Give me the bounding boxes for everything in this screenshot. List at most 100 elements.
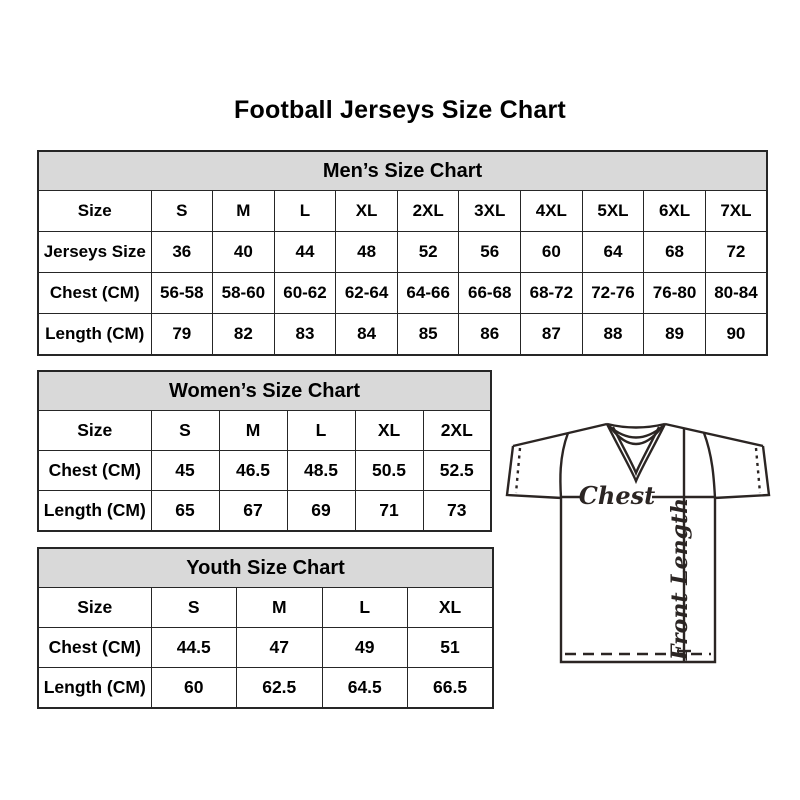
row-label: Size — [37, 410, 152, 451]
cell-value: 72-76 — [581, 272, 645, 314]
cell-value: 83 — [273, 313, 337, 356]
cell-value: 52 — [396, 231, 460, 273]
cell-value: 36 — [150, 231, 214, 273]
cell-value: 4XL — [520, 190, 583, 232]
cell-value: S — [150, 410, 220, 451]
cell-value: 62.5 — [236, 667, 323, 709]
cuff-dashed-line-left — [514, 447, 522, 494]
jersey-outline — [664, 422, 764, 448]
cell-value: 86 — [458, 313, 522, 356]
cell-value: S — [150, 587, 237, 628]
table-title: Women’s Size Chart — [37, 370, 492, 411]
table-row: Size S M L XL 2XL 3XL 4XL 5XL 6XL 7XL — [37, 190, 768, 232]
cell-value: 64.5 — [321, 667, 408, 709]
cell-value: 64 — [581, 231, 645, 273]
cell-value: L — [273, 190, 337, 232]
table-row: Jerseys Size 36 40 44 48 52 56 60 64 68 72 — [37, 231, 768, 273]
cell-value: XL — [335, 190, 398, 232]
cell-value: 90 — [704, 313, 768, 356]
right-armhole-seam — [702, 432, 717, 499]
row-label: Length (CM) — [37, 667, 152, 709]
cell-value: 46.5 — [218, 450, 288, 491]
cell-value: 5XL — [581, 190, 645, 232]
front-length-label: Front Length — [667, 498, 693, 661]
row-label: Length (CM) — [37, 490, 152, 532]
chest-label: Chest — [579, 481, 655, 510]
jersey-measurement-diagram: Chest Front Length — [500, 405, 780, 680]
cell-value: 89 — [643, 313, 706, 356]
cell-value: 66-68 — [458, 272, 522, 314]
cell-value: 48.5 — [286, 450, 356, 491]
page-title: Football Jerseys Size Chart — [234, 96, 566, 124]
row-label: Length (CM) — [37, 313, 152, 356]
cell-value: 67 — [218, 490, 288, 532]
jersey-outline — [505, 445, 563, 500]
table-row: Size S M L XL — [37, 587, 494, 628]
cell-value: 88 — [581, 313, 645, 356]
womens-size-table: Women’s Size Chart Size S M L XL 2XL Chest (CM… — [37, 370, 493, 532]
cell-value: 65 — [150, 490, 220, 532]
cell-value: 87 — [520, 313, 583, 356]
cell-value: 60-62 — [273, 272, 337, 314]
row-label: Size — [37, 190, 152, 232]
cell-value: 62-64 — [335, 272, 398, 314]
table-title: Youth Size Chart — [37, 547, 494, 588]
table-header-row: Men’s Size Chart — [37, 150, 768, 191]
table-row: Length (CM) 60 62.5 64.5 66.5 — [37, 667, 494, 709]
cell-value: 64-66 — [396, 272, 460, 314]
jersey-outline — [512, 422, 608, 448]
row-label: Chest (CM) — [37, 627, 152, 668]
cell-value: M — [236, 587, 323, 628]
cell-value: 44 — [273, 231, 337, 273]
jersey-diagram-icon: Chest Front Length — [505, 422, 771, 664]
cell-value: 82 — [212, 313, 275, 356]
cell-value: 40 — [212, 231, 275, 273]
cell-value: 85 — [396, 313, 460, 356]
cell-value: XL — [407, 587, 494, 628]
cell-value: 73 — [422, 490, 492, 532]
cell-value: 58-60 — [212, 272, 275, 314]
cell-value: 56 — [458, 231, 522, 273]
cuff-dashed-line-right — [754, 447, 762, 494]
jersey-outline — [713, 445, 771, 500]
cell-value: 60 — [150, 667, 237, 709]
table-row: Size S M L XL 2XL — [37, 410, 492, 451]
cell-value: 80-84 — [704, 272, 768, 314]
left-armhole-seam — [559, 432, 570, 499]
cell-value: 45 — [150, 450, 220, 491]
cell-value: 47 — [236, 627, 323, 668]
cell-value: 2XL — [396, 190, 460, 232]
table-row: Chest (CM) 56-58 58-60 60-62 62-64 64-66 66-68… — [37, 272, 768, 314]
cell-value: 71 — [354, 490, 424, 532]
cell-value: 72 — [704, 231, 768, 273]
row-label: Size — [37, 587, 152, 628]
cell-value: M — [218, 410, 288, 451]
table-header-row: Women’s Size Chart — [37, 370, 492, 411]
cell-value: 60 — [520, 231, 583, 273]
cell-value: L — [321, 587, 408, 628]
collar-top-edge — [606, 422, 666, 429]
table-row: Chest (CM) 45 46.5 48.5 50.5 52.5 — [37, 450, 492, 491]
cell-value: XL — [354, 410, 424, 451]
cell-value: 2XL — [422, 410, 492, 451]
cell-value: 50.5 — [354, 450, 424, 491]
cell-value: 3XL — [458, 190, 522, 232]
cell-value: 84 — [335, 313, 398, 356]
cell-value: 69 — [286, 490, 356, 532]
cell-value: M — [212, 190, 275, 232]
cell-value: 48 — [335, 231, 398, 273]
table-row: Length (CM) 65 67 69 71 73 — [37, 490, 492, 532]
youth-size-table: Youth Size Chart Size S M L XL Chest (CM) 44.5… — [37, 547, 495, 709]
cell-value: 76-80 — [643, 272, 706, 314]
cell-value: 6XL — [643, 190, 706, 232]
cell-value: 51 — [407, 627, 494, 668]
row-label: Chest (CM) — [37, 272, 152, 314]
table-header-row: Youth Size Chart — [37, 547, 494, 588]
cell-value: 49 — [321, 627, 408, 668]
cell-value: 44.5 — [150, 627, 237, 668]
jersey-body-outline — [559, 498, 717, 664]
cell-value: 52.5 — [422, 450, 492, 491]
row-label: Chest (CM) — [37, 450, 152, 491]
mens-size-table: Men’s Size Chart Size S M L XL 2XL 3XL 4XL 5XL 6X… — [37, 150, 769, 356]
